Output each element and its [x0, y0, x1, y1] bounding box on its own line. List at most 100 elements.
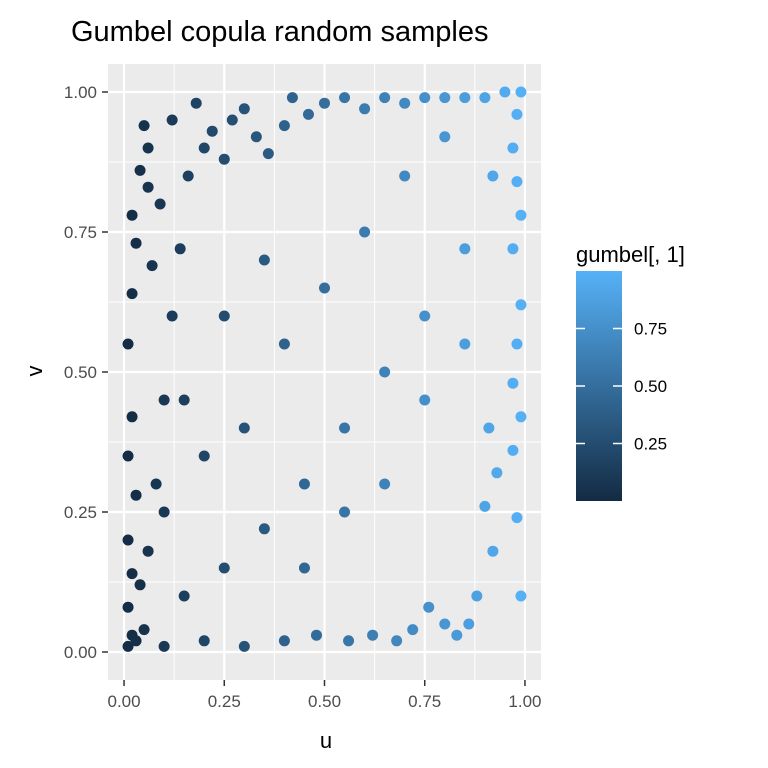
data-point	[122, 601, 134, 613]
data-point	[182, 170, 194, 182]
data-point	[310, 629, 322, 641]
x-tick-label: 0.50	[308, 692, 341, 711]
data-point	[379, 92, 391, 104]
data-point	[319, 282, 330, 294]
data-point	[515, 411, 527, 423]
data-point	[142, 545, 154, 557]
data-point	[218, 153, 230, 165]
data-point	[250, 131, 262, 143]
data-point	[174, 243, 186, 255]
data-point	[206, 125, 218, 137]
x-axis-title: u	[320, 728, 332, 753]
data-point	[515, 86, 527, 98]
data-point	[258, 523, 270, 535]
data-point	[507, 243, 519, 255]
data-point	[479, 92, 491, 104]
data-point	[218, 562, 230, 574]
data-point	[511, 338, 523, 350]
data-point	[339, 422, 351, 434]
data-point	[339, 92, 351, 104]
data-point	[134, 579, 146, 591]
data-point	[511, 108, 523, 120]
data-point	[507, 377, 519, 389]
x-tick-label: 1.00	[508, 692, 541, 711]
data-point	[130, 489, 142, 501]
data-point	[359, 103, 371, 115]
data-point	[439, 618, 451, 630]
x-tick-label: 0.25	[208, 692, 241, 711]
data-point	[122, 640, 134, 652]
data-point	[122, 450, 134, 462]
data-point	[419, 310, 431, 322]
data-point	[158, 506, 170, 518]
data-point	[507, 444, 519, 456]
legend-tick-label: 0.75	[634, 320, 667, 339]
data-point	[511, 512, 523, 524]
data-point	[130, 635, 142, 647]
data-point	[198, 142, 210, 154]
data-point	[238, 640, 250, 652]
data-point	[391, 635, 403, 647]
data-point	[399, 97, 411, 109]
x-tick-label: 0.00	[107, 692, 140, 711]
data-point	[286, 92, 298, 104]
data-point	[419, 394, 431, 406]
data-point	[226, 114, 238, 126]
data-point	[479, 500, 491, 512]
data-point	[319, 97, 330, 109]
data-point	[423, 601, 435, 613]
y-tick-label: 0.25	[64, 503, 97, 522]
major-gridlines	[108, 64, 541, 680]
data-point	[142, 142, 154, 154]
data-point	[459, 338, 471, 350]
data-point	[126, 568, 138, 580]
data-point	[511, 176, 523, 188]
data-point	[302, 108, 314, 120]
data-point	[142, 181, 154, 193]
data-point	[419, 92, 431, 104]
data-point	[459, 243, 471, 255]
color-legend: gumbel[, 1] 0.25 0.50 0.75	[576, 242, 685, 501]
data-point	[278, 338, 290, 350]
legend-title: gumbel[, 1]	[576, 242, 685, 267]
y-tick-label: 0.00	[64, 643, 97, 662]
x-axis: 0.00 0.25 0.50 0.75 1.00	[107, 680, 542, 711]
data-point	[166, 114, 178, 126]
y-tick-label: 0.50	[64, 363, 97, 382]
data-point	[218, 310, 230, 322]
data-point	[150, 478, 162, 490]
data-point	[258, 254, 270, 266]
data-point	[359, 226, 371, 238]
data-point	[138, 120, 150, 132]
x-tick-label: 0.75	[408, 692, 441, 711]
data-point	[515, 590, 527, 602]
data-point	[439, 92, 451, 104]
data-point	[166, 310, 178, 322]
data-point	[178, 394, 190, 406]
data-point	[507, 142, 519, 154]
data-point	[154, 198, 166, 210]
data-point	[379, 478, 391, 490]
data-point	[399, 170, 411, 182]
legend-ticks: 0.25 0.50 0.75	[576, 320, 667, 454]
legend-tick-label: 0.25	[634, 435, 667, 454]
data-point	[451, 629, 463, 641]
data-point	[491, 467, 503, 479]
data-point	[339, 506, 351, 518]
y-tick-label: 1.00	[64, 83, 97, 102]
data-point	[487, 545, 499, 557]
data-point	[138, 624, 150, 636]
data-point	[146, 260, 158, 272]
data-point	[407, 624, 419, 636]
data-point	[198, 450, 210, 462]
y-axis-title: v	[22, 366, 47, 377]
data-point	[126, 411, 138, 423]
data-point	[379, 366, 391, 378]
data-points	[122, 86, 527, 652]
data-point	[278, 120, 290, 132]
data-point	[190, 97, 202, 109]
data-point	[515, 209, 527, 221]
data-point	[367, 629, 379, 641]
